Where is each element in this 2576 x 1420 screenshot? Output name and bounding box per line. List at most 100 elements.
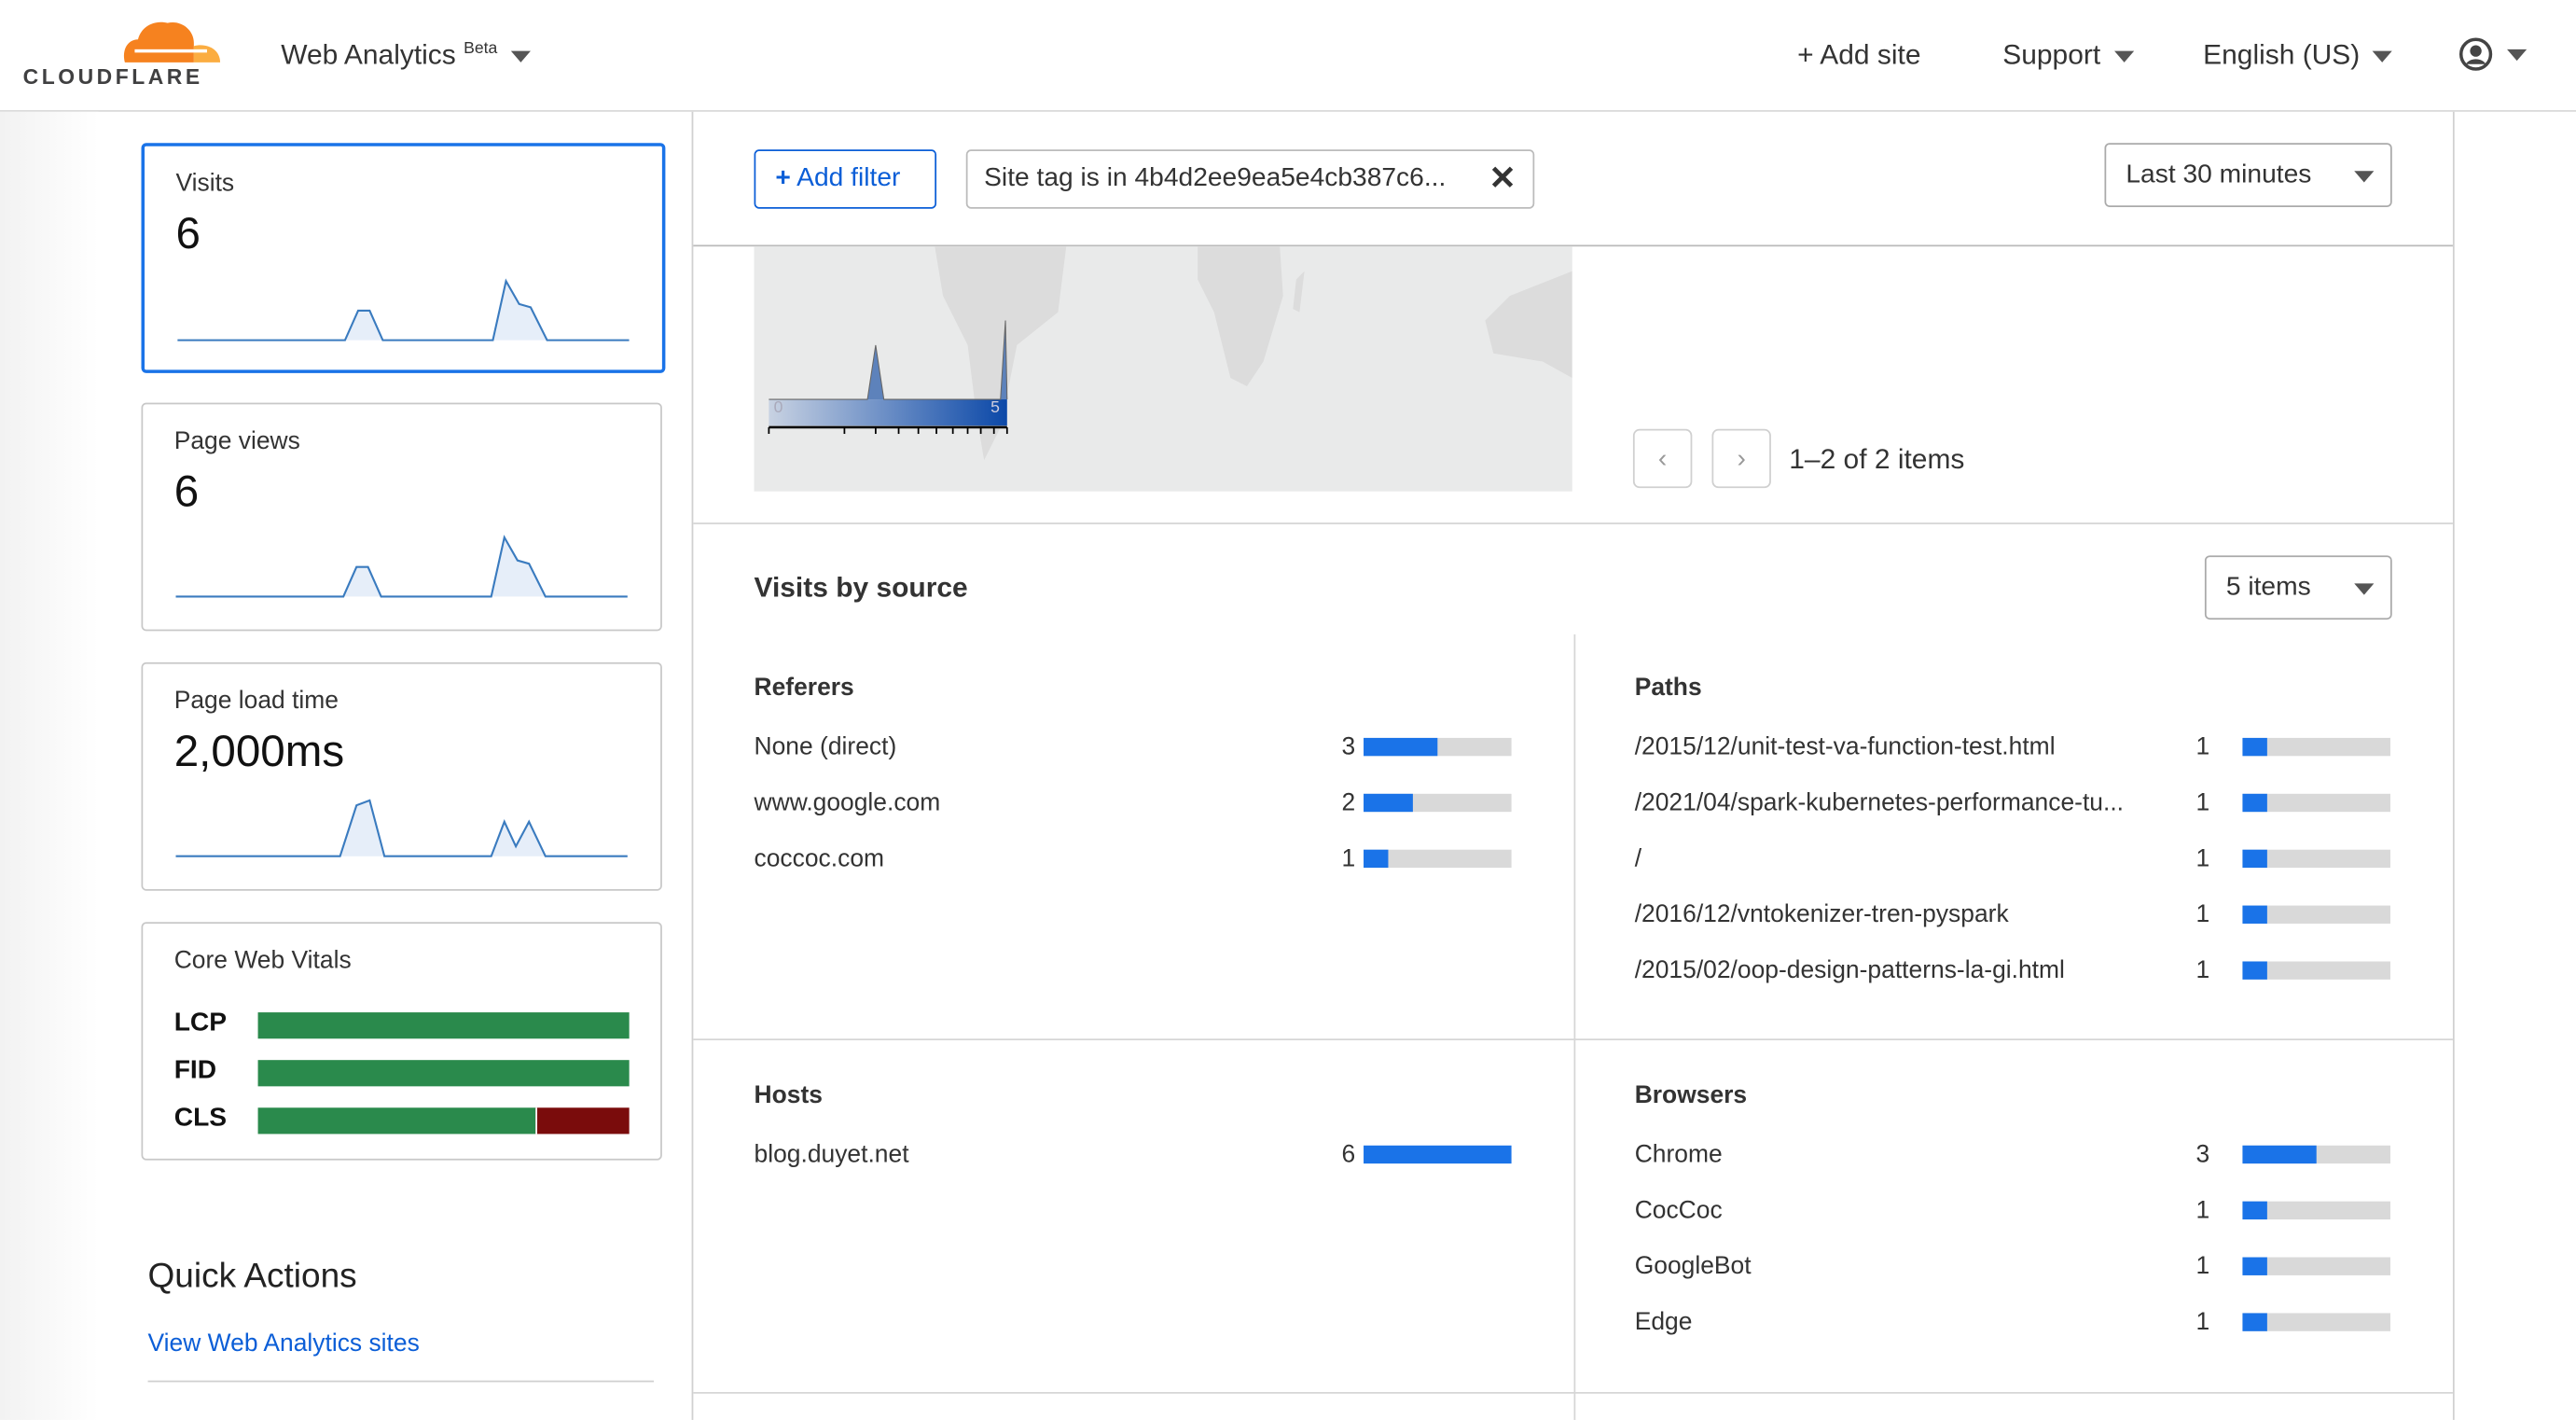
item-count: 1 <box>2195 1308 2210 1337</box>
plus-icon: + <box>1797 39 1814 71</box>
prev-page-button[interactable]: ‹ <box>1632 428 1693 489</box>
item-name: coccoc.com <box>754 844 885 873</box>
view-sites-link[interactable]: View Web Analytics sites <box>147 1330 420 1357</box>
main-panel: + Add filter Site tag is in 4b4d2ee9ea5e… <box>691 111 2455 1420</box>
items-select[interactable]: 5 items <box>2204 555 2392 620</box>
beta-badge: Beta <box>464 39 498 59</box>
time-range-select[interactable]: Last 30 minutes <box>2104 143 2392 207</box>
add-site-button[interactable]: + Add site <box>1797 39 1920 72</box>
item-name: None (direct) <box>754 732 897 761</box>
support-menu[interactable]: Support <box>2002 39 2134 72</box>
card-label: Visits <box>175 169 235 198</box>
cwv-label: CLS <box>173 1104 228 1133</box>
item-bar <box>1364 793 1512 813</box>
add-filter-button[interactable]: + Add filter <box>754 149 937 209</box>
item-count: 2 <box>1341 788 1356 817</box>
card-label: Page load time <box>173 687 339 716</box>
item-name: /2016/12/vntokenizer-tren-pyspark <box>1634 900 2009 929</box>
item-name: / <box>1634 844 1642 873</box>
map-graphic <box>768 246 1572 461</box>
item-bar <box>2242 1145 2390 1164</box>
item-bar-fill <box>2242 793 2267 813</box>
add-filter-label: Add filter <box>796 164 901 193</box>
world-map[interactable]: 0 5 <box>754 246 1572 492</box>
time-range-value: Last 30 minutes <box>2126 160 2312 189</box>
item-bar <box>2242 961 2390 980</box>
item-name: Edge <box>1634 1308 1693 1337</box>
item-count: 3 <box>1341 732 1356 761</box>
browsers-title: Browsers <box>1634 1081 1748 1110</box>
item-bar <box>1364 1145 1512 1164</box>
legend-histogram <box>769 320 1008 400</box>
pagination-label: 1–2 of 2 items <box>1789 443 1965 476</box>
cloudflare-logo[interactable]: CLOUDFLARE <box>23 17 224 89</box>
divider <box>693 522 2453 524</box>
visits-card[interactable]: Visits 6 <box>141 143 666 373</box>
item-name: Chrome <box>1634 1140 1723 1169</box>
filter-chip-label: Site tag is in 4b4d2ee9ea5e4cb387c6... <box>984 164 1447 193</box>
user-avatar-icon <box>2458 37 2493 71</box>
card-value: 2,000ms <box>173 726 345 776</box>
item-bar <box>2242 849 2390 869</box>
card-label: Page views <box>173 426 300 455</box>
item-name: /2015/02/oop-design-patterns-la-gi.html <box>1634 956 2065 985</box>
chevron-right-icon: › <box>1737 445 1746 474</box>
plus-icon: + <box>775 164 791 193</box>
hosts-title: Hosts <box>754 1081 823 1110</box>
divider <box>693 1038 2453 1041</box>
item-bar-fill <box>2242 1201 2267 1220</box>
item-count: 6 <box>1341 1140 1356 1169</box>
chevron-down-icon <box>2113 50 2134 63</box>
language-label: English (US) <box>2203 39 2361 71</box>
language-menu[interactable]: English (US) <box>2203 39 2393 72</box>
chevron-down-icon <box>2507 49 2528 62</box>
legend-min-label: 0 <box>773 399 783 418</box>
close-icon[interactable]: ✕ <box>1489 160 1517 198</box>
filter-chip[interactable]: Site tag is in 4b4d2ee9ea5e4cb387c6... ✕ <box>965 149 1535 209</box>
item-name: /2021/04/spark-kubernetes-performance-tu… <box>1634 788 2125 817</box>
item-count: 1 <box>2195 732 2210 761</box>
cwv-poor-segment <box>534 1107 630 1135</box>
core-web-vitals-card[interactable]: Core Web Vitals LCP FID CLS <box>141 922 662 1161</box>
legend-max-label: 5 <box>990 399 1000 418</box>
item-bar <box>1364 849 1512 869</box>
chevron-down-icon <box>2354 171 2375 183</box>
cwv-good-segment <box>257 1012 630 1039</box>
chevron-left-icon: ‹ <box>1657 445 1668 474</box>
app-switcher[interactable]: Web Analytics Beta <box>281 39 531 72</box>
section-title: Visits by source <box>754 572 968 604</box>
item-count: 1 <box>2195 956 2210 985</box>
cwv-bar-fid[interactable] <box>257 1060 630 1087</box>
add-site-label: Add site <box>1820 39 1921 71</box>
page-views-card[interactable]: Page views 6 <box>141 402 662 632</box>
item-bar-fill <box>1364 737 1438 757</box>
legend-gradient <box>769 399 1007 426</box>
chevron-down-icon <box>510 50 531 63</box>
item-bar <box>2242 1313 2390 1331</box>
item-count: 1 <box>2195 844 2210 873</box>
paths-title: Paths <box>1634 674 1702 703</box>
brand-text: CLOUDFLARE <box>22 63 203 90</box>
item-bar <box>2242 1257 2390 1275</box>
referers-title: Referers <box>754 674 854 703</box>
card-label: Core Web Vitals <box>173 946 352 975</box>
next-page-button[interactable]: › <box>1711 428 1771 489</box>
item-bar-fill <box>2242 1313 2267 1331</box>
item-bar-fill <box>1364 849 1389 869</box>
cwv-good-segment <box>257 1107 535 1135</box>
item-bar <box>1364 737 1512 757</box>
item-count: 1 <box>2195 900 2210 929</box>
cwv-bar-lcp[interactable] <box>257 1012 630 1039</box>
user-menu[interactable] <box>2458 36 2528 81</box>
card-value: 6 <box>175 208 201 258</box>
chevron-down-icon <box>2373 50 2393 63</box>
item-bar-fill <box>2242 905 2267 924</box>
cwv-bar-cls[interactable] <box>257 1107 630 1135</box>
item-name: CocCoc <box>1634 1196 1723 1225</box>
item-name: GoogleBot <box>1634 1252 1752 1281</box>
item-bar <box>2242 737 2390 757</box>
item-count: 3 <box>2195 1140 2210 1169</box>
cloud-icon <box>123 21 221 63</box>
page-load-time-card[interactable]: Page load time 2,000ms <box>141 661 662 891</box>
item-count: 1 <box>2195 1196 2210 1225</box>
